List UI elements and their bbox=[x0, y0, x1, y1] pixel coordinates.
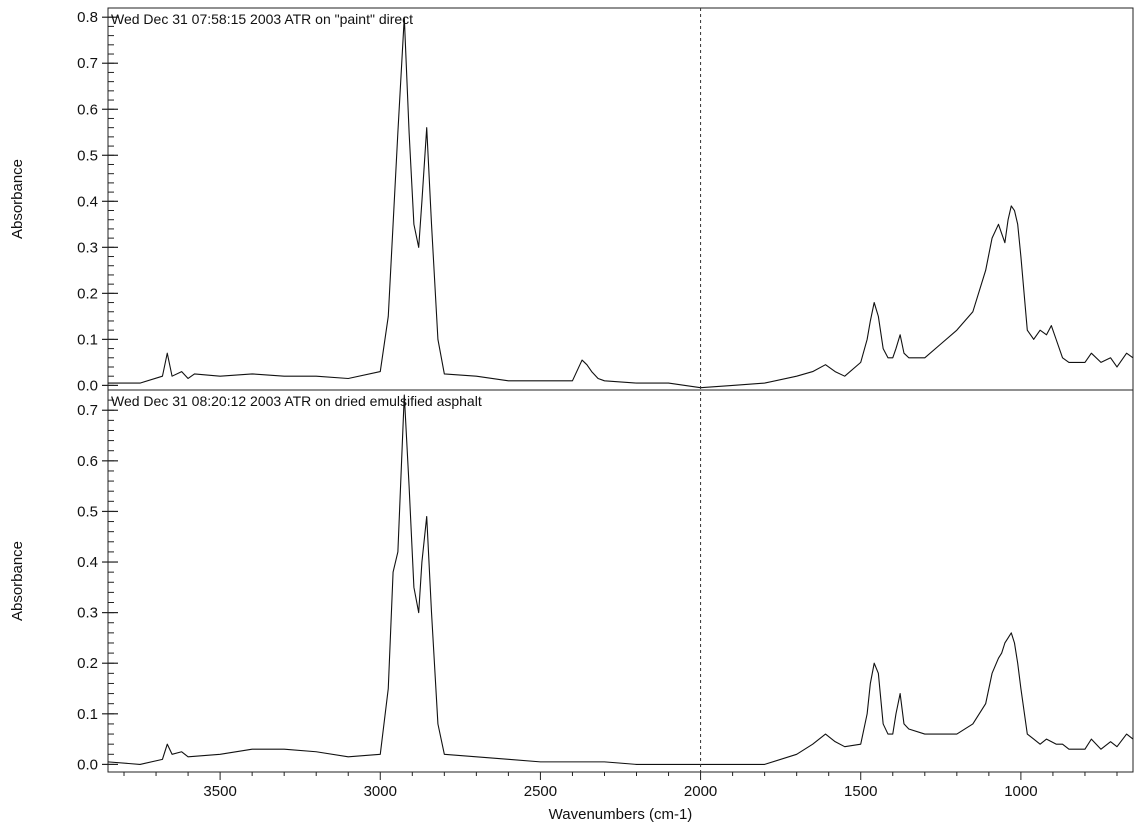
y-tick-label: 0.4 bbox=[77, 193, 98, 210]
y-tick-label: 0.2 bbox=[77, 285, 98, 302]
panel-1: 0.0 0.1 0.2 0.3 0.4 0.5 0.6 0.7 0.8 Absorbance Wed… bbox=[9, 7, 1134, 394]
x-axis-label: Wavenumbers (cm-1) bbox=[549, 806, 693, 823]
spectrum-line bbox=[108, 16, 1134, 389]
y-tick-label: 0.3 bbox=[77, 239, 98, 256]
y-tick-label: 0.5 bbox=[77, 147, 98, 164]
x-tick-label: 3500 bbox=[203, 783, 236, 800]
x-tick-label: 1000 bbox=[1004, 783, 1037, 800]
y-tick-label: 0.5 bbox=[77, 503, 98, 520]
y-tick-label: 0.1 bbox=[77, 331, 98, 348]
panel-frame bbox=[107, 7, 1134, 391]
y-tick-label: 0.0 bbox=[77, 756, 98, 773]
y-tick-label: 0.6 bbox=[77, 453, 98, 470]
y-tick-label: 0.6 bbox=[77, 101, 98, 118]
chart-panels: 0.0 0.1 0.2 0.3 0.4 0.5 0.6 0.7 0.8 Absorbance Wed… bbox=[9, 7, 1134, 773]
y-tick-label: 0.1 bbox=[77, 706, 98, 723]
panel-title: Wed Dec 31 07:58:15 2003 ATR on "paint" … bbox=[111, 11, 413, 27]
y-tick-label: 0.8 bbox=[77, 9, 98, 26]
x-tick-label: 2000 bbox=[684, 783, 717, 800]
panel-title: Wed Dec 31 08:20:12 2003 ATR on dried em… bbox=[111, 393, 482, 409]
y-tick-label: 0.7 bbox=[77, 402, 98, 419]
y-tick-label: 0.3 bbox=[77, 605, 98, 622]
panel-frame bbox=[107, 389, 1134, 773]
x-tick-label: 1500 bbox=[844, 783, 877, 800]
panel-2: 0.0 0.1 0.2 0.3 0.4 0.5 0.6 0.7 Absorbance Wed De… bbox=[9, 389, 1134, 773]
y-axis-label: Absorbance bbox=[9, 541, 26, 621]
spectrum-line bbox=[107, 394, 1134, 765]
x-tick-label: 2500 bbox=[524, 783, 557, 800]
y-tick-label: 0.4 bbox=[77, 554, 98, 571]
y-tick-label: 0.0 bbox=[77, 377, 98, 394]
x-axis: 3500 3000 2500 2000 1500 1000 bbox=[123, 772, 1118, 800]
y-axis-label: Absorbance bbox=[9, 159, 26, 239]
y-tick-label: 0.2 bbox=[77, 655, 98, 672]
x-tick-label: 3000 bbox=[364, 783, 397, 800]
y-tick-label: 0.7 bbox=[77, 55, 98, 72]
